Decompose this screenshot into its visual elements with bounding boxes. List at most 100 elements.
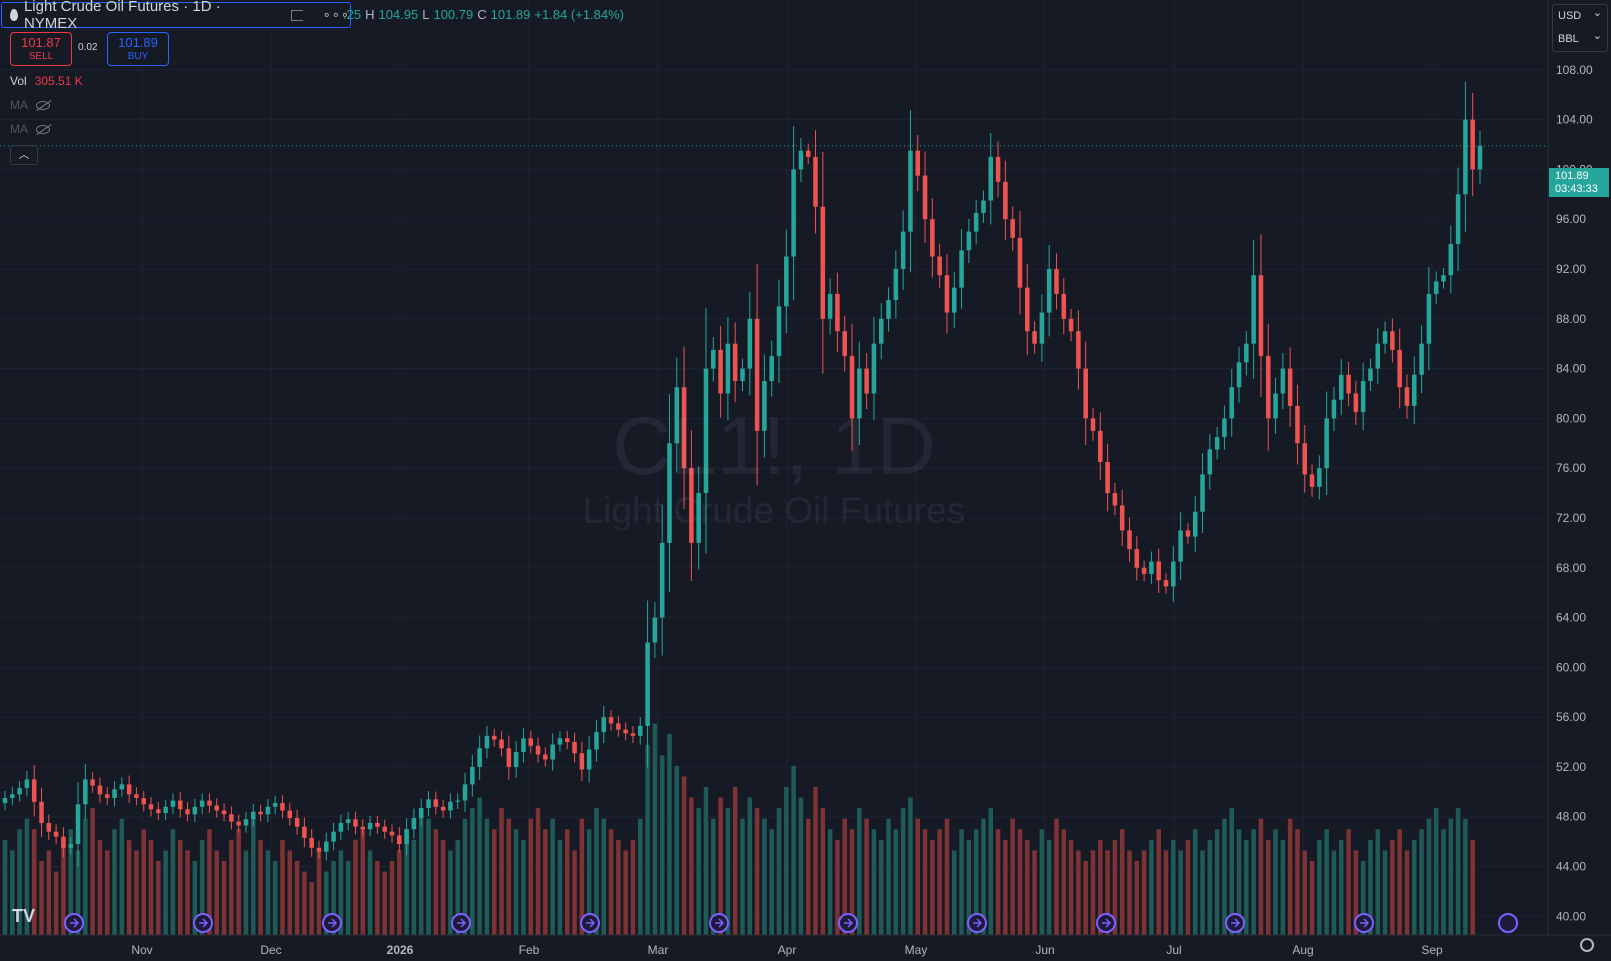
candle-body [835,293,840,332]
candle-body [827,293,833,319]
y-tick-label: 80.00 [1556,411,1586,425]
candle-body [433,799,439,807]
volume-bar [126,839,132,935]
more-dots-icon[interactable]: ∘∘∘ [322,7,350,22]
volume-bar [557,839,563,935]
candle-body [937,256,942,276]
buy-label: BUY [127,51,149,62]
volume-bar [75,850,81,935]
buy-button[interactable]: 101.89 BUY [107,32,169,66]
candle-body [1090,418,1096,431]
candle-body [31,779,37,802]
volume-bar [141,829,147,935]
bar-countdown: 03:43:33 [1555,183,1598,195]
candle-body [513,752,519,767]
eye-hidden-icon[interactable] [36,100,50,110]
candle-body [638,725,643,736]
volume-bars [2,723,1475,935]
candle-body [426,799,431,809]
volume-bar [579,818,585,935]
volume-bar [930,839,935,935]
volume-bar [243,850,249,935]
volume-bar [951,850,957,935]
unit-select[interactable]: BBL [1553,25,1607,51]
candle-body [893,268,899,301]
candle-body [586,749,592,770]
volume-bar [652,723,658,935]
volume-bar [1178,850,1183,935]
volume-bar [1346,829,1351,935]
volume-bar [1280,839,1286,935]
candle-body [324,841,329,852]
event-arrow-icon [199,918,209,928]
candle-body [1046,268,1052,313]
volume-bar [871,829,877,935]
volume-bar [616,839,621,935]
volume-bar [922,829,928,935]
event-markers[interactable] [64,913,1518,933]
volume-bar [177,839,183,935]
volume-bar [1010,818,1015,935]
candle-body [316,847,322,852]
volume-bar [1419,829,1424,935]
volume-bar [338,850,344,935]
volume-bar [864,818,869,935]
eye-hidden-icon[interactable] [36,124,50,134]
volume-bar [309,882,314,935]
candle-body [1003,181,1008,220]
candle-body [1061,293,1067,319]
candle-body [1280,368,1286,394]
y-tick-label: 72.00 [1556,511,1586,525]
volume-bar [1163,850,1169,935]
y-tick-label: 84.00 [1556,362,1586,376]
vol-label: Vol [10,74,27,88]
volume-bar [1083,860,1088,935]
candle-body [302,826,307,838]
candle-body [499,739,504,749]
volume-bar [1119,829,1125,935]
candle-body [754,318,760,431]
volume-bar [893,829,899,935]
candle-body [922,175,928,220]
gear-icon[interactable] [1580,938,1594,952]
currency-select[interactable]: USD [1553,2,1607,28]
volume-bar [1112,839,1118,935]
candle-body [10,794,15,799]
symbol-selector[interactable]: Light Crude Oil Futures · 1D · NYMEX ∘∘∘ [1,0,351,32]
volume-bar [382,871,387,935]
currency-unit-selector[interactable]: USD BBL [1552,2,1608,52]
volume-bar [1441,829,1446,935]
volume-bar [564,829,570,935]
volume-bar [484,818,490,935]
flag-icon[interactable] [290,9,303,21]
ma1-legend[interactable]: MA [10,98,50,112]
volume-bar [83,818,88,935]
volume-bar [1251,829,1256,935]
volume-bar [645,744,650,935]
candle-body [75,804,81,845]
volume-bar [1426,818,1432,935]
volume-bar [433,829,439,935]
volume-bar [61,839,66,935]
volume-bar [981,818,986,935]
volume-bar [543,829,548,935]
collapse-legend-button[interactable]: ︿ [10,145,38,165]
volume-bar [572,850,577,935]
ma2-legend[interactable]: MA [10,122,50,136]
candle-body [1068,318,1074,332]
volume-bar [316,850,322,935]
volume-bar [966,839,972,935]
candle-body [411,817,417,830]
volume-bar [1368,839,1373,935]
volume-bar [689,797,694,935]
candle-body [696,493,701,543]
volume-bar [1127,850,1132,935]
candle-body [616,723,621,730]
volume-bar [221,860,227,935]
sell-button[interactable]: 101.87 SELL [10,32,72,66]
candle-body [1477,145,1483,170]
volume-legend[interactable]: Vol 305.51 K [10,74,83,88]
volume-bar [411,839,417,935]
tradingview-logo-icon[interactable]: TV [12,906,36,926]
